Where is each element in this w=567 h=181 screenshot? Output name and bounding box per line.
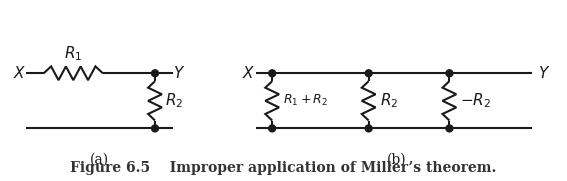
Circle shape — [151, 70, 158, 77]
Text: $X$: $X$ — [242, 65, 255, 81]
Text: $Y$: $Y$ — [538, 65, 550, 81]
Text: $R_2$: $R_2$ — [379, 91, 398, 110]
Text: $-R_2$: $-R_2$ — [460, 91, 491, 110]
Text: (a): (a) — [90, 153, 109, 167]
Text: $R_2$: $R_2$ — [165, 91, 183, 110]
Circle shape — [365, 125, 372, 132]
Circle shape — [365, 70, 372, 77]
Circle shape — [151, 125, 158, 132]
Text: $R_1$: $R_1$ — [64, 45, 82, 63]
Text: Figure 6.5    Improper application of Miller’s theorem.: Figure 6.5 Improper application of Mille… — [70, 161, 496, 175]
Circle shape — [269, 70, 276, 77]
Text: (b): (b) — [387, 153, 406, 167]
Circle shape — [446, 125, 453, 132]
Circle shape — [446, 70, 453, 77]
Text: $X$: $X$ — [14, 65, 27, 81]
Circle shape — [269, 125, 276, 132]
Text: $Y$: $Y$ — [174, 65, 186, 81]
Text: $R_1 + R_2$: $R_1 + R_2$ — [283, 93, 328, 108]
